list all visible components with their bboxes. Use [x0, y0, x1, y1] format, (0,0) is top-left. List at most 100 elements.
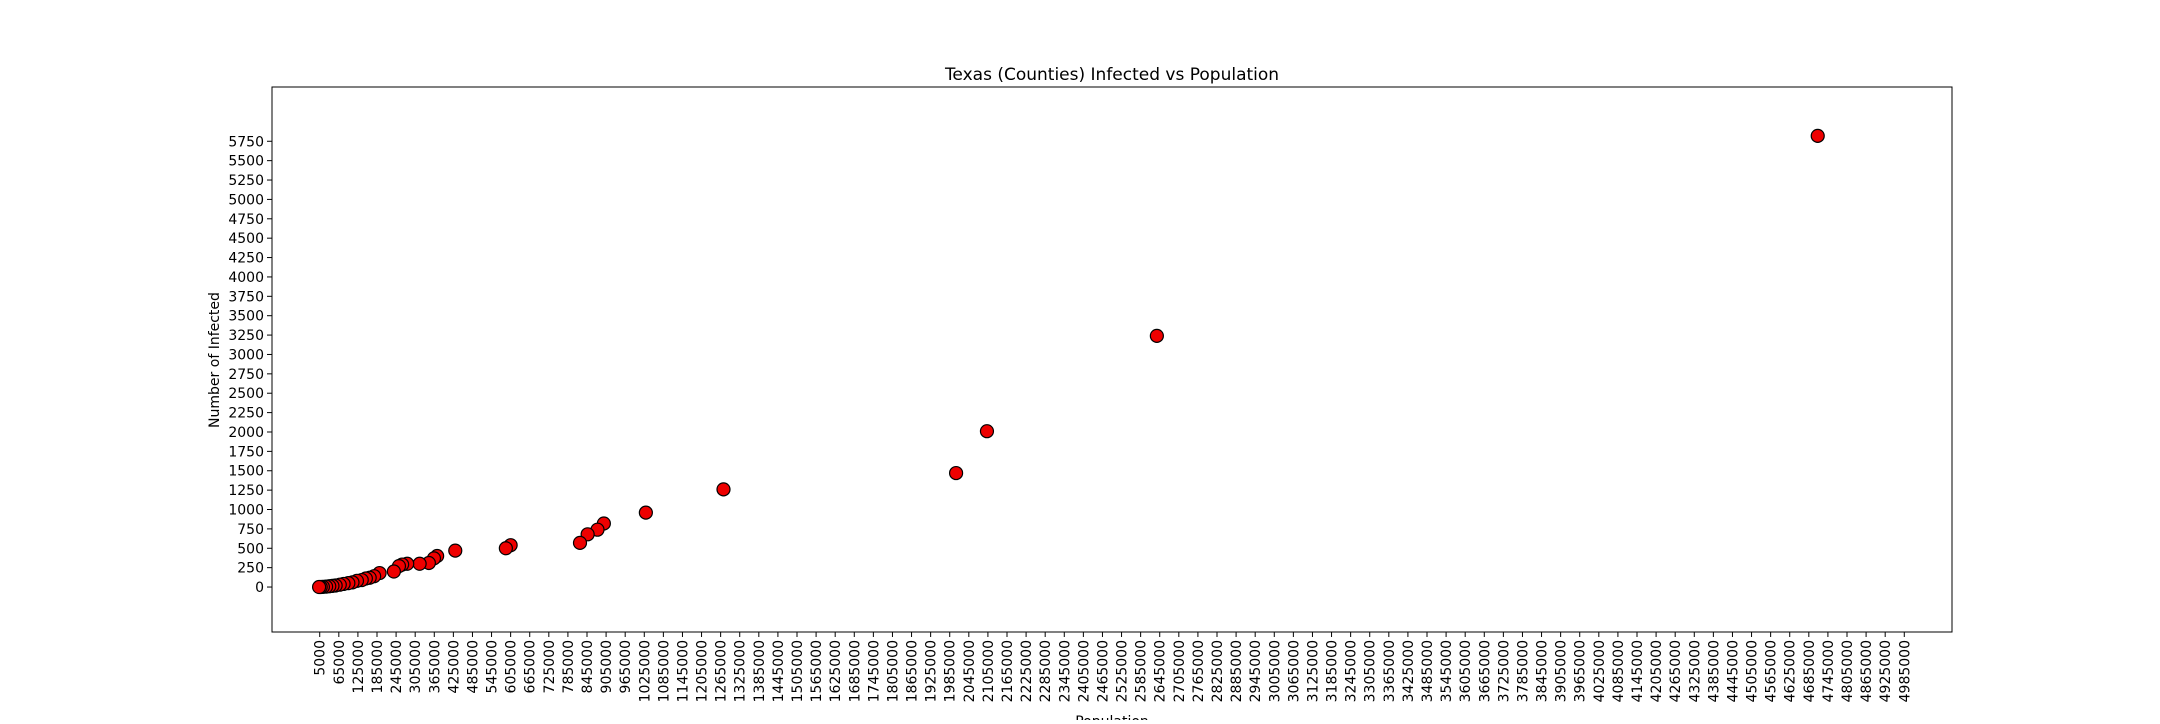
x-tick-label: 2885000	[1229, 640, 1245, 702]
x-tick-label: 665000	[523, 640, 539, 693]
x-tick-label: 2825000	[1210, 640, 1226, 702]
x-tick-label: 4025000	[1592, 640, 1608, 702]
x-tick-label: 845000	[580, 640, 596, 693]
x-tick-label: 65000	[332, 640, 348, 685]
x-tick-label: 4445000	[1725, 640, 1741, 702]
y-tick-label: 3750	[228, 289, 264, 305]
y-tick-label: 5750	[228, 134, 264, 150]
x-tick-label: 3365000	[1382, 640, 1398, 702]
y-tick-label: 250	[237, 561, 264, 577]
x-tick-label: 5000	[313, 640, 329, 676]
x-tick-label: 4205000	[1649, 640, 1665, 702]
x-tick-label: 3065000	[1286, 640, 1302, 702]
y-tick-label: 5000	[228, 192, 264, 208]
x-tick-label: 4145000	[1630, 640, 1646, 702]
x-tick-label: 1145000	[675, 640, 691, 702]
data-point	[1810, 128, 1825, 143]
y-tick-label: 5250	[228, 173, 264, 189]
x-tick-label: 2045000	[962, 640, 978, 702]
x-tick-label: 1985000	[943, 640, 959, 702]
data-point	[412, 556, 427, 571]
x-tick-label: 4745000	[1821, 640, 1837, 702]
x-tick-label: 1565000	[809, 640, 825, 702]
x-tick-label: 1505000	[790, 640, 806, 702]
x-tick-label: 3905000	[1554, 640, 1570, 702]
y-tick-label: 1750	[228, 444, 264, 460]
x-tick-label: 1925000	[924, 640, 940, 702]
data-point	[716, 482, 731, 497]
y-tick-label: 4750	[228, 212, 264, 228]
x-tick-label: 2525000	[1115, 640, 1131, 702]
x-tick-label: 365000	[427, 640, 443, 693]
x-tick-label: 4685000	[1802, 640, 1818, 702]
x-tick-label: 1865000	[905, 640, 921, 702]
x-tick-label: 2225000	[1019, 640, 1035, 702]
plot-frame	[271, 86, 1953, 633]
x-tick-label: 4985000	[1897, 640, 1913, 702]
x-tick-label: 125000	[351, 640, 367, 693]
x-tick-label: 4925000	[1878, 640, 1894, 702]
x-tick-label: 4325000	[1687, 640, 1703, 702]
x-axis-label: Population	[1075, 714, 1149, 720]
x-tick-label: 2705000	[1172, 640, 1188, 702]
y-tick-label: 2750	[228, 367, 264, 383]
x-tick-label: 3545000	[1439, 640, 1455, 702]
x-tick-label: 4625000	[1783, 640, 1799, 702]
y-tick-label: 1250	[228, 483, 264, 499]
data-point	[638, 505, 653, 520]
x-tick-label: 3305000	[1363, 640, 1379, 702]
y-tick-label: 4000	[228, 270, 264, 286]
x-tick-label: 905000	[599, 640, 615, 693]
x-tick-label: 2945000	[1248, 640, 1264, 702]
data-point	[448, 543, 463, 558]
data-point	[572, 535, 588, 550]
x-tick-label: 4505000	[1745, 640, 1761, 702]
y-tick-label: 5500	[228, 154, 264, 170]
data-point	[498, 541, 513, 556]
x-tick-label: 305000	[408, 640, 424, 693]
x-tick-label: 1625000	[828, 640, 844, 702]
x-tick-label: 3125000	[1305, 640, 1321, 702]
y-axis-label: Number of Infected	[207, 292, 223, 428]
x-tick-label: 4265000	[1668, 640, 1684, 702]
y-axis-ticks: 0 250 500 750 1000 1250 1500 1750 2000 2250 2500 27…	[228, 134, 272, 596]
x-tick-label: 2765000	[1191, 640, 1207, 702]
x-tick-label: 1265000	[714, 640, 730, 702]
y-tick-label: 2000	[228, 425, 264, 441]
y-tick-label: 3250	[228, 328, 264, 344]
y-tick-label: 1500	[228, 464, 264, 480]
x-tick-label: 1025000	[637, 640, 653, 702]
x-tick-label: 2165000	[1000, 640, 1016, 702]
data-point	[311, 579, 327, 595]
y-tick-label: 750	[237, 522, 264, 538]
y-tick-label: 2500	[228, 386, 264, 402]
x-tick-label: 1445000	[771, 640, 787, 702]
x-tick-label: 2585000	[1134, 640, 1150, 702]
data-point	[948, 465, 964, 481]
chart-title: Texas (Counties) Infected vs Population	[944, 65, 1279, 85]
x-tick-label: 545000	[485, 640, 501, 693]
x-tick-label: 3665000	[1477, 640, 1493, 702]
y-tick-label: 3500	[228, 309, 264, 325]
x-tick-label: 3965000	[1573, 640, 1589, 702]
data-points	[311, 128, 1825, 595]
y-tick-label: 1000	[228, 503, 264, 519]
x-tick-label: 4565000	[1764, 640, 1780, 702]
x-tick-label: 1085000	[656, 640, 672, 702]
x-tick-label: 725000	[542, 640, 558, 693]
data-point	[1149, 328, 1164, 343]
x-tick-label: 2405000	[1076, 640, 1092, 702]
x-tick-label: 2465000	[1095, 640, 1111, 702]
x-tick-label: 485000	[465, 640, 481, 693]
x-tick-label: 185000	[370, 640, 386, 693]
x-tick-label: 425000	[446, 640, 462, 693]
x-tick-label: 3185000	[1325, 640, 1341, 702]
x-tick-label: 3005000	[1267, 640, 1283, 702]
x-axis-ticks: 5000 65000 125000 185000 245000 305000 365000 4…	[313, 632, 1913, 702]
x-tick-label: 245000	[389, 640, 405, 693]
x-tick-label: 1745000	[866, 640, 882, 702]
y-tick-label: 4500	[228, 231, 264, 247]
y-tick-label: 4250	[228, 251, 264, 267]
